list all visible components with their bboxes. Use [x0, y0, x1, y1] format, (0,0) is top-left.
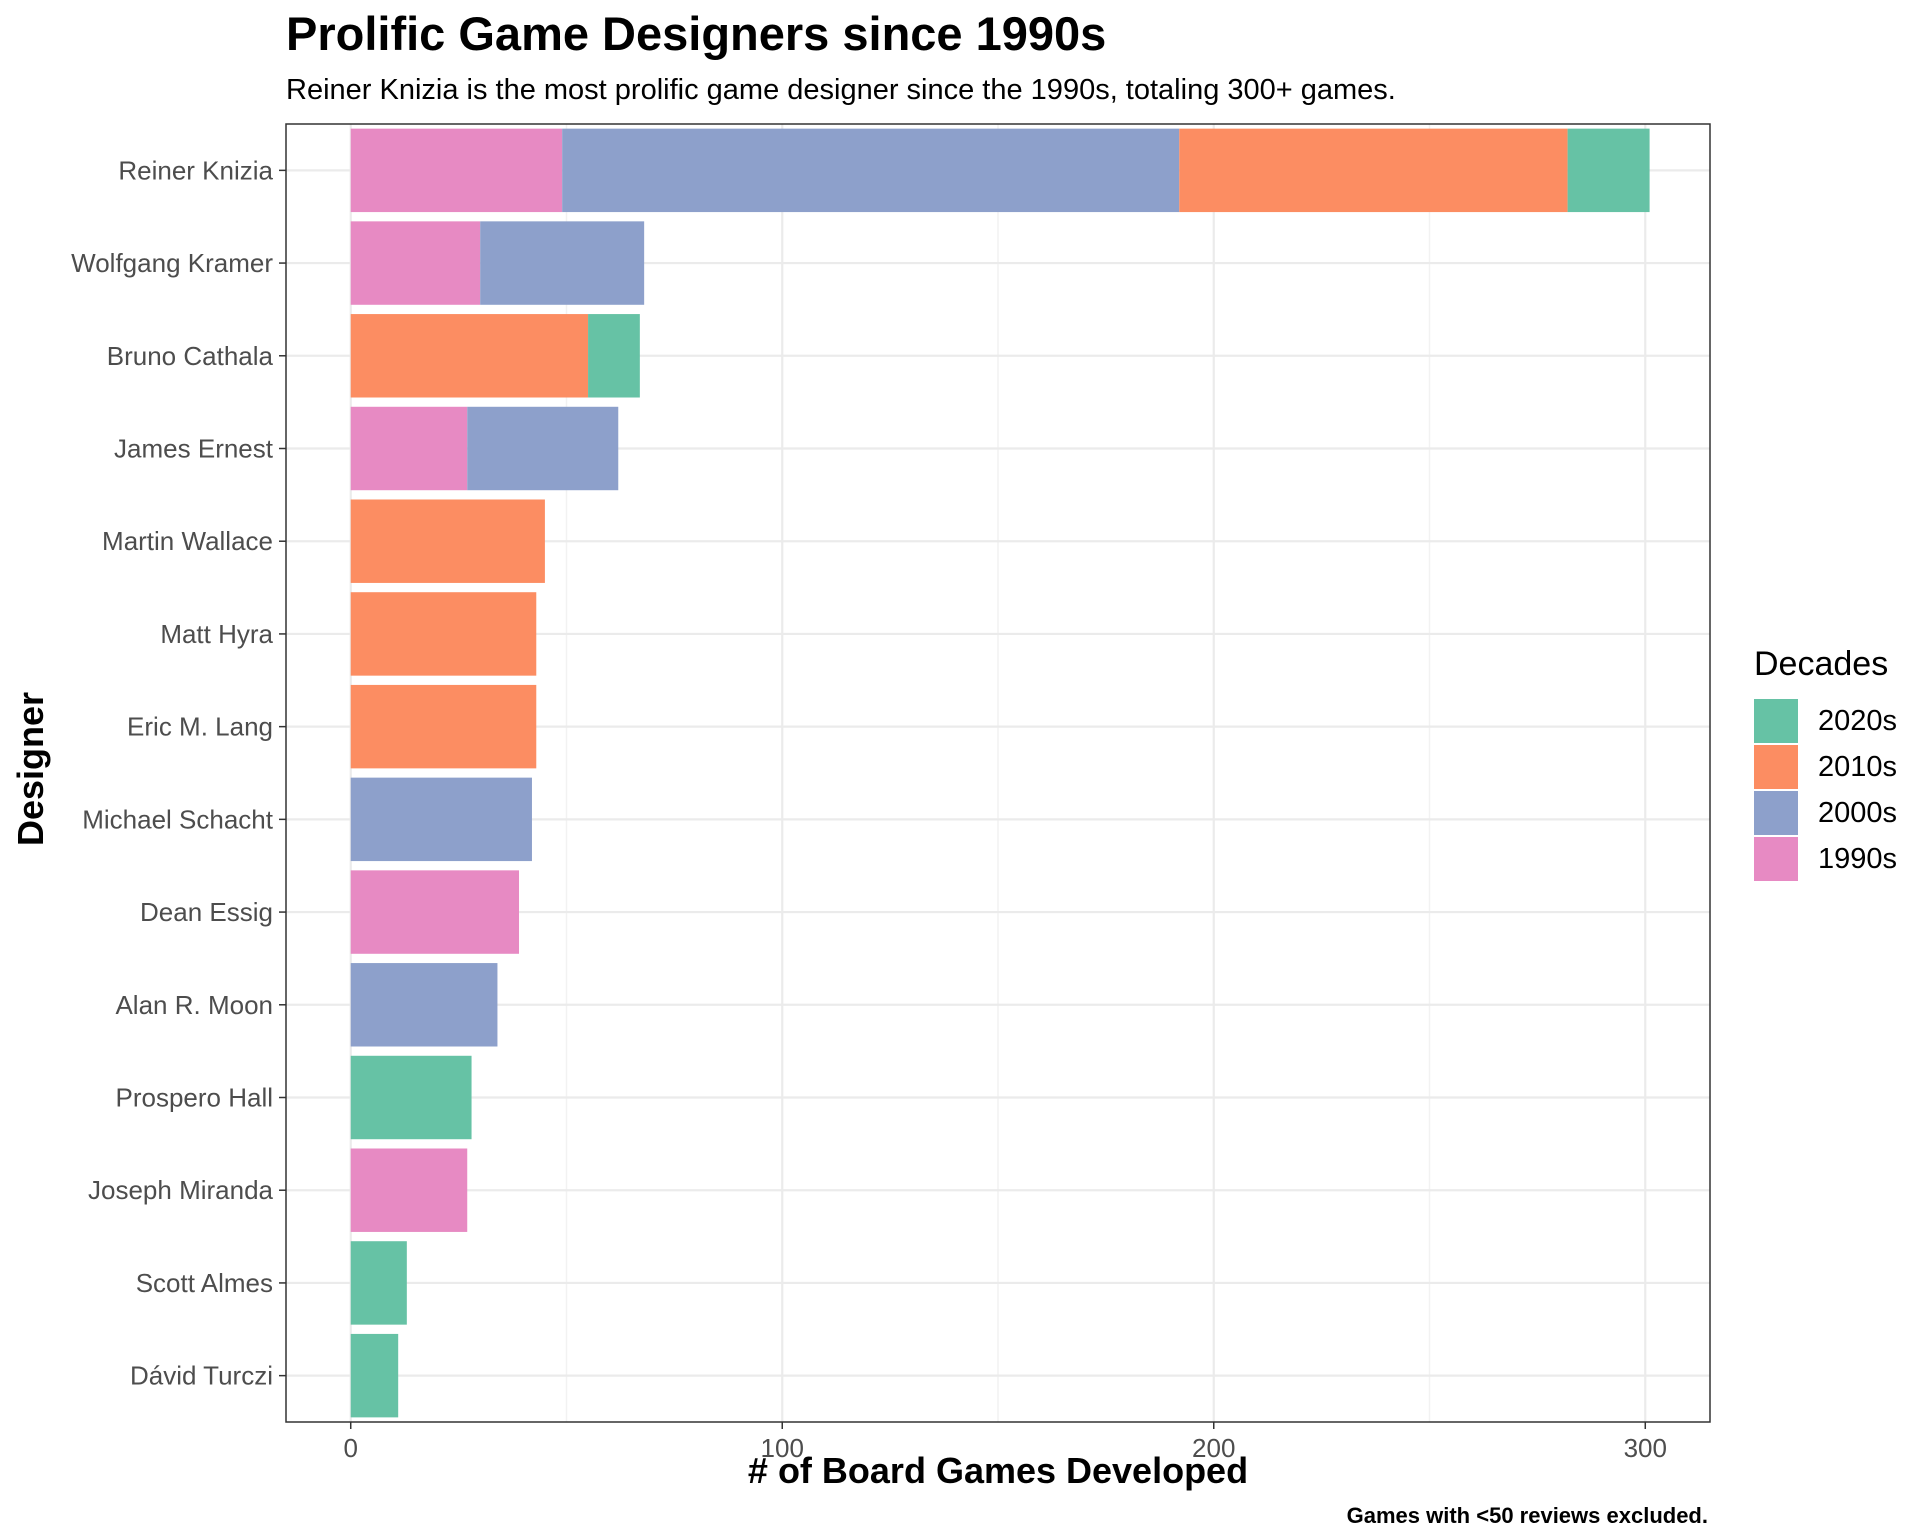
legend-title: Decades	[1754, 645, 1889, 683]
x-tick-label: 100	[761, 1433, 804, 1463]
legend-item-2020s: 2020s	[1754, 698, 1897, 744]
y-tick-label-bruno-cathala: Bruno Cathala	[107, 341, 274, 371]
x-axis-title: # of Board Games Developed	[747, 1450, 1249, 1491]
x-tick-label: 300	[1624, 1433, 1667, 1463]
bars-layer	[350, 128, 1650, 1418]
y-tick-label-alan-r-moon: Alan R. Moon	[115, 990, 273, 1020]
y-tick-label-matt-hyra: Matt Hyra	[160, 619, 273, 649]
bar-dean-essig-1990s	[350, 870, 520, 954]
bar-reiner-knizia-2000s	[562, 128, 1180, 213]
y-tick-label-david-turczi: Dávid Turczi	[130, 1361, 273, 1391]
y-tick-label-wolfgang-kramer: Wolfgang Kramer	[71, 248, 273, 278]
legend-item-2000s: 2000s	[1754, 790, 1897, 836]
legend-key-1990s	[1754, 837, 1798, 881]
legend-label-2020s: 2020s	[1818, 704, 1898, 737]
chart-caption: Games with <50 reviews excluded.	[1346, 1503, 1708, 1528]
x-tick-label: 200	[1192, 1433, 1235, 1463]
y-tick-label-martin-wallace: Martin Wallace	[102, 526, 273, 556]
bar-scott-almes-2020s	[350, 1241, 407, 1325]
legend-items: 2020s 2010s 2000s 1990s	[1754, 698, 1897, 882]
legend-key-2000s	[1754, 791, 1798, 835]
y-tick-label-joseph-miranda: Joseph Miranda	[88, 1175, 274, 1205]
legend-key-2020s	[1754, 699, 1798, 743]
bar-bruno-cathala-2020s	[588, 314, 640, 398]
bar-eric-m-lang-2010s	[350, 684, 537, 769]
y-tick-label-james-ernest: James Ernest	[114, 434, 274, 464]
legend-item-1990s: 1990s	[1754, 836, 1897, 882]
y-tick-label-prospero-hall: Prospero Hall	[115, 1083, 273, 1113]
axes-layer: Reiner Knizia Wolfgang Kramer Bruno Cathal…	[71, 155, 1667, 1463]
bar-wolfgang-kramer-2000s	[480, 221, 645, 305]
bar-david-turczi-2020s	[350, 1333, 399, 1418]
bar-bruno-cathala-2010s	[350, 314, 589, 398]
bar-prospero-hall-2020s	[350, 1055, 472, 1140]
x-tick-label: 0	[343, 1433, 357, 1463]
bar-james-ernest-1990s	[350, 406, 468, 491]
y-tick-label-reiner-knizia: Reiner Knizia	[118, 155, 273, 185]
y-tick-label-dean-essig: Dean Essig	[140, 897, 273, 927]
y-tick-label-scott-almes: Scott Almes	[136, 1268, 273, 1298]
bar-wolfgang-kramer-1990s	[350, 221, 481, 305]
bar-michael-schacht-2000s	[350, 777, 532, 862]
bar-joseph-miranda-1990s	[350, 1148, 468, 1232]
legend-label-1990s: 1990s	[1818, 842, 1898, 875]
bar-reiner-knizia-2010s	[1179, 128, 1568, 213]
bar-reiner-knizia-2020s	[1567, 128, 1650, 213]
y-tick-label-eric-m-lang: Eric M. Lang	[127, 712, 273, 742]
y-tick-label-michael-schacht: Michael Schacht	[82, 804, 274, 834]
bar-james-ernest-2000s	[467, 406, 619, 491]
chart-title: Prolific Game Designers since 1990s	[286, 7, 1107, 60]
bar-matt-hyra-2010s	[350, 592, 537, 676]
legend-item-2010s: 2010s	[1754, 744, 1897, 790]
legend-label-2010s: 2010s	[1818, 750, 1898, 783]
legend-key-2010s	[1754, 745, 1798, 789]
chart-subtitle: Reiner Knizia is the most prolific game …	[286, 74, 1396, 106]
bar-reiner-knizia-1990s	[350, 128, 563, 213]
legend: Decades 2020s 2010s 2000s 1990s	[1754, 645, 1897, 882]
legend-label-2000s: 2000s	[1818, 796, 1898, 829]
plot-panel-border	[285, 123, 1711, 1423]
y-axis-title: Designer	[10, 691, 51, 847]
bar-martin-wallace-2010s	[350, 499, 545, 583]
bar-alan-r-moon-2000s	[350, 963, 498, 1047]
